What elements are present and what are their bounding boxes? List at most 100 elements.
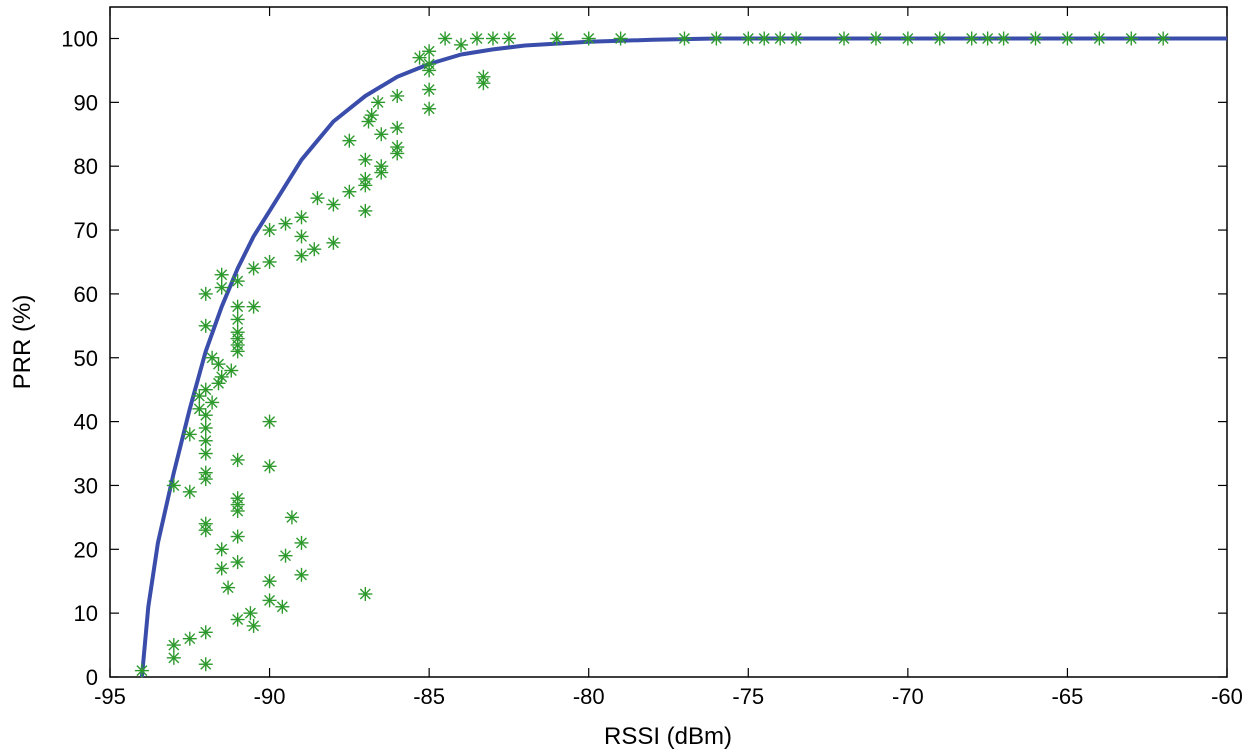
data-point <box>198 516 213 531</box>
data-point <box>837 31 852 46</box>
data-point <box>294 535 309 550</box>
data-point <box>390 88 405 103</box>
data-point <box>214 542 229 557</box>
data-point <box>262 414 277 429</box>
data-point <box>214 369 229 384</box>
x-tick-label: -95 <box>94 684 126 709</box>
data-point <box>230 529 245 544</box>
data-point <box>214 561 229 576</box>
data-point <box>294 248 309 263</box>
data-point <box>278 216 293 231</box>
x-tick-label: -70 <box>892 684 924 709</box>
x-axis: -95 -90 -85 -80 -75 -70 -65 -60 <box>94 7 1243 709</box>
data-point <box>275 599 290 614</box>
y-tick-label: 70 <box>74 218 98 243</box>
data-point <box>230 491 245 506</box>
data-point <box>1156 31 1171 46</box>
data-point <box>214 267 229 282</box>
y-tick-label: 80 <box>74 154 98 179</box>
data-point <box>166 650 181 665</box>
data-point <box>422 44 437 59</box>
data-point <box>262 459 277 474</box>
data-point <box>422 101 437 116</box>
data-point <box>1060 31 1075 46</box>
data-point <box>454 37 469 52</box>
data-point <box>476 69 491 84</box>
data-point <box>932 31 947 46</box>
data-point <box>198 408 213 423</box>
data-point <box>262 223 277 238</box>
y-tick-label: 100 <box>61 27 98 52</box>
data-point <box>470 31 485 46</box>
scatter-layer <box>134 31 1171 678</box>
data-point <box>980 31 995 46</box>
data-point <box>230 312 245 327</box>
data-point <box>294 210 309 225</box>
data-point <box>198 318 213 333</box>
data-point <box>166 638 181 653</box>
data-point <box>262 593 277 608</box>
data-point <box>166 478 181 493</box>
x-tick-label: -65 <box>1052 684 1084 709</box>
data-point <box>278 548 293 563</box>
data-point <box>390 120 405 135</box>
data-point <box>198 465 213 480</box>
data-point <box>342 133 357 148</box>
data-point <box>243 606 258 621</box>
data-point <box>230 274 245 289</box>
data-point <box>205 395 220 410</box>
data-point <box>964 31 979 46</box>
y-tick-label: 20 <box>74 537 98 562</box>
data-point <box>214 280 229 295</box>
data-point <box>900 31 915 46</box>
data-point <box>211 357 226 372</box>
data-point <box>485 31 500 46</box>
data-point <box>1028 31 1043 46</box>
x-tick-label: -85 <box>413 684 445 709</box>
data-point <box>438 31 453 46</box>
data-point <box>198 382 213 397</box>
y-tick-label: 60 <box>74 282 98 307</box>
data-point <box>230 452 245 467</box>
data-point <box>390 140 405 155</box>
data-point <box>358 152 373 167</box>
y-tick-label: 50 <box>74 346 98 371</box>
data-point <box>230 612 245 627</box>
data-point <box>182 427 197 442</box>
y-tick-label: 90 <box>74 90 98 115</box>
data-point <box>198 446 213 461</box>
data-point <box>326 197 341 212</box>
data-point <box>134 663 149 678</box>
data-point <box>741 31 756 46</box>
data-point <box>358 171 373 186</box>
data-point <box>581 31 596 46</box>
data-point <box>246 261 261 276</box>
data-point <box>294 567 309 582</box>
data-point <box>789 31 804 46</box>
data-point <box>1092 31 1107 46</box>
data-point <box>198 433 213 448</box>
data-point <box>221 580 236 595</box>
y-axis: 0 10 20 30 40 50 60 70 80 90 100 <box>61 27 1227 690</box>
x-axis-label: RSSI (dBm) <box>604 723 732 750</box>
x-tick-label: -75 <box>732 684 764 709</box>
data-point <box>230 325 245 340</box>
x-tick-label: -80 <box>573 684 605 709</box>
data-point <box>198 657 213 672</box>
data-point <box>422 57 437 72</box>
data-point <box>374 127 389 142</box>
data-point <box>262 574 277 589</box>
data-point <box>284 510 299 525</box>
data-point <box>198 286 213 301</box>
data-point <box>549 31 564 46</box>
y-tick-label: 10 <box>74 601 98 626</box>
data-point <box>198 420 213 435</box>
data-point <box>246 299 261 314</box>
data-point <box>310 191 325 206</box>
data-point <box>501 31 516 46</box>
data-point <box>374 159 389 174</box>
y-tick-label: 0 <box>86 665 98 690</box>
data-point <box>358 586 373 601</box>
data-point <box>364 108 379 123</box>
